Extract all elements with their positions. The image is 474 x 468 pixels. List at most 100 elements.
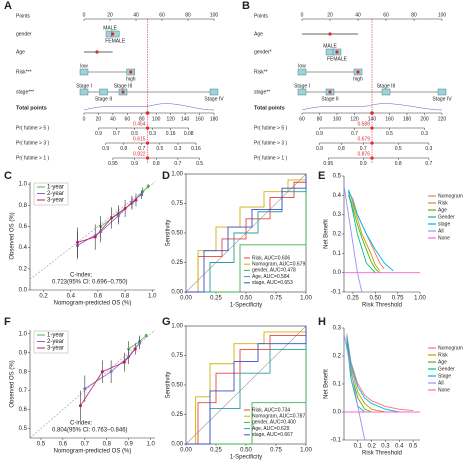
predicted-label: 0.615 xyxy=(133,136,146,142)
tick-label: 180 xyxy=(210,116,219,122)
y-tick-label: 0.7 xyxy=(19,388,28,394)
x-tick-label: 0.75 xyxy=(270,448,282,454)
level-label: Stage III xyxy=(377,83,396,89)
row-name: Age xyxy=(16,49,25,55)
row-name: gender xyxy=(16,31,32,37)
y-tick-label: 0.1 xyxy=(333,251,342,257)
tick-label: 0.9 xyxy=(131,161,138,167)
point xyxy=(134,198,138,202)
x-axis-label: Risk Threshold xyxy=(362,451,402,457)
tick-label: 0.9 xyxy=(102,146,109,152)
x-tick-label: 0.3 xyxy=(381,444,390,450)
tick-label: 0.7 xyxy=(360,146,367,152)
tick-label: 0.9 xyxy=(95,131,102,137)
x-tick-label: 1.0 xyxy=(146,442,155,448)
level-label: Stage II xyxy=(95,96,112,102)
tick-label: 160 xyxy=(195,116,204,122)
x-tick-label: 0.1 xyxy=(354,444,363,450)
tick-label: 80 xyxy=(139,116,145,122)
panel-label: B xyxy=(242,0,250,12)
y-tick-label: 0.6 xyxy=(19,224,28,230)
legend-label: Age xyxy=(438,207,447,213)
series-line xyxy=(80,348,136,407)
x-tick-label: 0.75 xyxy=(270,296,282,302)
y-tick-label: 0.0 xyxy=(19,288,28,294)
legend-label: Risk, AUC=0.606 xyxy=(252,255,290,261)
tick-label: 0.3 xyxy=(149,131,156,137)
legend-label: All xyxy=(438,228,444,234)
patient-point xyxy=(356,70,360,74)
point xyxy=(110,216,114,220)
level-label: FEMALE xyxy=(327,56,348,62)
predicted-label: 0.588 xyxy=(357,121,370,127)
series-line xyxy=(186,326,307,445)
level-label: Stage III xyxy=(114,83,133,89)
x-tick-label: 0.6 xyxy=(94,294,103,300)
level-label: high xyxy=(126,76,136,82)
row-name: Pr( futime > 3 ) xyxy=(254,140,288,146)
x-tick-label: 0.00 xyxy=(180,448,192,454)
x-tick-label: 0.25 xyxy=(210,296,222,302)
tick-label: 0.9 xyxy=(360,161,367,167)
tick-label: 80 xyxy=(317,116,323,122)
tick-label: 0.16 xyxy=(166,131,176,137)
x-tick-label: 0.7 xyxy=(81,442,90,448)
y-tick-label: 0.1 xyxy=(333,382,342,388)
y-tick-label: 0.2 xyxy=(333,354,342,360)
density-curve xyxy=(83,103,215,111)
level-box xyxy=(297,88,307,96)
panel-label: F xyxy=(4,316,11,328)
level-label: low xyxy=(298,63,306,69)
tick-label: 200 xyxy=(420,116,429,122)
legend-label: None xyxy=(438,235,450,241)
row-name: Risk** xyxy=(254,69,268,75)
level-label: FEMALE xyxy=(105,38,126,44)
y-tick-label: 0.8 xyxy=(19,369,28,375)
y-tick-label: 1.00 xyxy=(171,172,183,178)
patient-point xyxy=(121,90,125,94)
series-line xyxy=(348,189,394,272)
y-tick-label: 0.3 xyxy=(333,212,342,218)
legend-label: Nomogram, AUC=0.787 xyxy=(252,414,305,420)
tick-label: 100 xyxy=(438,12,447,18)
tick-label: 0.95 xyxy=(323,161,333,167)
patient-point xyxy=(111,32,115,36)
tick-label: 0.7 xyxy=(425,161,432,167)
panel-label: E xyxy=(318,170,325,182)
tick-label: 120 xyxy=(166,116,175,122)
tick-label: 0.5 xyxy=(386,131,393,137)
x-tick-label: 0.8 xyxy=(103,442,112,448)
point xyxy=(146,184,150,188)
level-label: MALE xyxy=(323,43,337,49)
level-box xyxy=(99,88,108,96)
y-axis-label: Net Benefit xyxy=(324,369,330,399)
tick-label: 60 xyxy=(125,116,131,122)
legend-label: Age, AUC=0.584 xyxy=(252,274,290,280)
y-axis-label: Net Benefit xyxy=(324,219,330,249)
point xyxy=(76,240,80,244)
tick-label: 0.8 xyxy=(120,146,127,152)
legend-label: All xyxy=(438,380,444,386)
y-tick-label: 0.3 xyxy=(333,326,342,332)
y-tick-label: 0.0 xyxy=(333,410,342,416)
x-tick-label: 1.00 xyxy=(300,448,312,454)
tick-label: 160 xyxy=(385,116,394,122)
level-box xyxy=(209,88,219,96)
row-name: Pr( futime > 5 ) xyxy=(254,125,288,131)
point xyxy=(139,193,143,197)
point xyxy=(116,214,120,218)
tick-label: 120 xyxy=(350,116,359,122)
level-box xyxy=(437,88,447,96)
tick-label: 0.5 xyxy=(395,146,402,152)
tick-label: 0.5 xyxy=(131,131,138,137)
row-name: Age xyxy=(254,31,263,37)
tick-label: 100 xyxy=(210,12,219,18)
x-tick-label: 0.00 xyxy=(180,296,192,302)
legend-label: Age, AUC=0.629 xyxy=(252,426,290,432)
y-tick-label: 0.0 xyxy=(333,270,342,276)
tick-label: 0.5 xyxy=(196,161,203,167)
x-tick-label: 0.75 xyxy=(392,296,404,302)
row-name: Total points xyxy=(254,105,285,111)
x-tick-label: 0.50 xyxy=(240,448,252,454)
point xyxy=(122,360,126,364)
